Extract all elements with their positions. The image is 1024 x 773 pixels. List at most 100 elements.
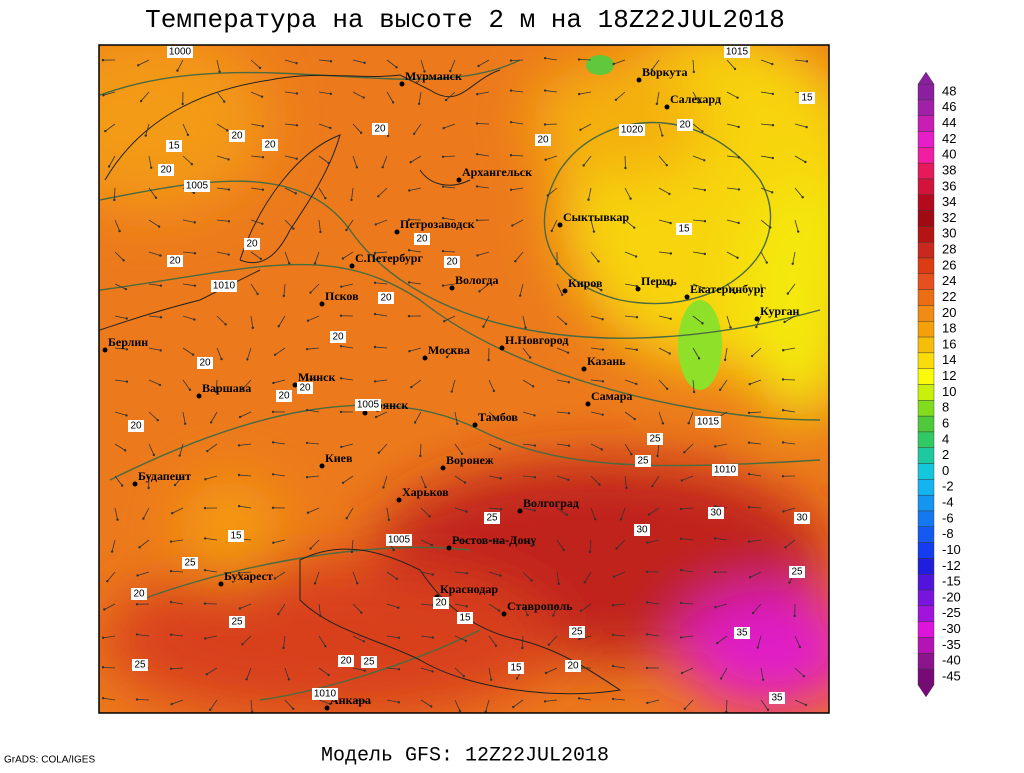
wind-arrow-head	[306, 476, 308, 478]
wind-arrow-head	[544, 89, 546, 91]
wind-arrow	[783, 379, 795, 380]
wind-arrow-head	[363, 62, 365, 64]
wind-arrow-head	[102, 59, 104, 61]
legend-swatch	[918, 637, 934, 653]
wind-arrow-head	[612, 604, 614, 606]
city-label: Киев	[325, 451, 353, 465]
title: Температура на высоте 2 м на 18Z22JUL201…	[145, 5, 785, 35]
wind-arrow-head	[683, 451, 685, 453]
wind-arrow-head	[793, 615, 795, 617]
wind-arrow-head	[544, 159, 546, 161]
wind-arrow-head	[578, 93, 580, 95]
city-label: Воронеж	[446, 453, 494, 467]
wind-arrow-head	[568, 381, 570, 383]
wind-arrow-head	[476, 254, 478, 256]
wind-arrow-head	[680, 508, 682, 510]
city-dot	[423, 356, 428, 361]
wind-arrow-head	[256, 293, 258, 295]
wind-arrow-head	[693, 71, 695, 73]
wind-arrow-head	[580, 610, 582, 612]
isotherm-label: 20	[446, 257, 458, 268]
wind-arrow-head	[714, 571, 716, 573]
wind-arrow-head	[451, 390, 453, 392]
wind-arrow-head	[136, 603, 138, 605]
legend-swatch	[918, 100, 934, 116]
wind-arrow-head	[545, 672, 547, 674]
wind-arrow-head	[171, 512, 173, 514]
wind-arrow-head	[113, 199, 115, 201]
wind-arrow-head	[392, 101, 394, 103]
wind-arrow-head	[651, 485, 653, 487]
legend-label: 22	[942, 289, 956, 304]
wind-arrow-head	[636, 349, 638, 351]
wind-arrow-head	[241, 643, 243, 645]
city-label: Курган	[760, 304, 800, 318]
city-dot	[586, 402, 591, 407]
wind-arrow-head	[443, 127, 445, 129]
wind-arrow-head	[529, 356, 531, 358]
wind-arrow-head	[526, 614, 528, 616]
wind-arrow-head	[656, 455, 658, 457]
wind-arrow-head	[136, 633, 138, 635]
wind-arrow-head	[292, 227, 294, 229]
wind-arrow-head	[160, 316, 162, 318]
city-dot	[665, 105, 670, 110]
wind-arrow-head	[769, 226, 771, 228]
city-label: Москва	[428, 343, 470, 357]
wind-arrow-head	[170, 668, 172, 670]
wind-arrow-head	[510, 121, 512, 123]
legend-label: -45	[942, 668, 961, 683]
isotherm-label: 20	[246, 239, 258, 250]
wind-arrow-head	[159, 254, 161, 256]
wind-arrow-head	[375, 223, 377, 225]
city-label: Самара	[591, 389, 632, 403]
city-label: Екатеринбург	[690, 282, 766, 296]
wind-arrow-head	[209, 709, 211, 711]
wind-arrow-head	[724, 359, 726, 361]
isotherm-label: 20	[679, 120, 691, 131]
wind-arrow-head	[500, 508, 502, 510]
wind-arrow-head	[612, 634, 614, 636]
city-label: Воркута	[642, 65, 687, 79]
wind-arrow-head	[495, 645, 497, 647]
wind-arrow-head	[307, 319, 309, 321]
wind-arrow-head	[364, 669, 366, 671]
wind-arrow-head	[160, 349, 162, 351]
wind-arrow-head	[272, 473, 274, 475]
wind-arrow-head	[142, 517, 144, 519]
legend-label: -30	[942, 621, 961, 636]
wind-arrow-head	[418, 103, 420, 105]
legend-swatch	[918, 274, 934, 290]
wind-arrow-head	[767, 709, 769, 711]
wind-arrow-head	[602, 380, 604, 382]
wind-arrow-head	[414, 421, 416, 423]
wind-arrow-head	[799, 646, 801, 648]
legend-label: 2	[942, 447, 949, 462]
wind-arrow-head	[398, 668, 400, 670]
wind-arrow-head	[579, 129, 581, 131]
wind-arrow-head	[160, 284, 162, 286]
wind-arrow-head	[288, 262, 290, 264]
isotherm-label: 30	[796, 513, 808, 524]
legend-swatch	[918, 116, 934, 132]
isotherm-label: 25	[637, 456, 649, 467]
wind-arrow-head	[204, 478, 206, 480]
isotherm-label: 25	[791, 567, 803, 578]
wind-arrow-head	[124, 449, 126, 451]
city-label: Псков	[325, 289, 359, 303]
wind-arrow-head	[104, 130, 106, 132]
wind-arrow-head	[259, 67, 261, 69]
legend-label: 48	[942, 83, 956, 98]
wind-arrow-head	[274, 577, 276, 579]
isotherm-label: 30	[636, 525, 648, 536]
wind-arrow-head	[646, 633, 648, 635]
wind-arrow-head	[748, 441, 750, 443]
wind-arrow-head	[714, 445, 716, 447]
isotherm-label: 20	[130, 421, 142, 432]
wind-arrow-head	[121, 484, 123, 486]
wind-arrow-head	[306, 409, 308, 411]
wind-arrow-head	[680, 569, 682, 571]
city-dot	[397, 498, 402, 503]
wind-arrow-head	[801, 196, 803, 198]
isotherm-label: 25	[134, 660, 146, 671]
